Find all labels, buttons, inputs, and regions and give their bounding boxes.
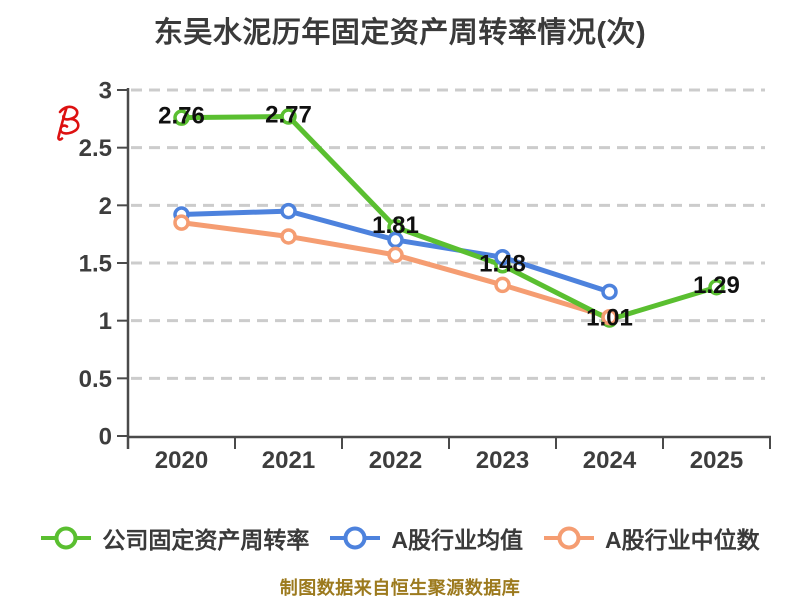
data-point-s2-2022: [387, 246, 404, 264]
x-tick-label: 2020: [155, 447, 208, 474]
data-point-s2-2023: [494, 276, 511, 294]
data-point-s2-2024: [601, 308, 618, 326]
data-label-2024: 1.01: [586, 305, 633, 332]
x-tick-label: 2022: [369, 447, 422, 474]
legend-label-industry-median: A股行业中位数: [605, 527, 760, 553]
data-label-2020: 2.76: [158, 103, 205, 130]
data-point-s1-2022: [387, 231, 404, 249]
data-label-2023: 1.48: [479, 250, 526, 277]
data-point-s0-2025: [708, 278, 725, 296]
legend-marker-industry-mean: [330, 526, 381, 550]
legend-label-company: 公司固定资产周转率: [102, 527, 310, 553]
data-point-s1-2023: [494, 248, 511, 266]
series-line-0: [179, 114, 719, 323]
legend-marker-industry-median: [544, 526, 594, 550]
data-label-2022: 1.81: [372, 212, 419, 239]
plot-area: 0 0.5 1 1.5 2 2.5 3 2020 2021 2022 2023 2024 2025 2.7…: [79, 78, 771, 474]
data-label-2021: 2.77: [265, 102, 312, 129]
data-source-note: 制图数据来自恒生聚源数据库: [279, 578, 521, 598]
x-tick-label: 2021: [262, 447, 315, 474]
data-label-2025: 1.29: [693, 272, 740, 299]
data-point-s0-2021: [280, 108, 297, 125]
legend-item-industry-median: A股行业中位数: [543, 521, 760, 555]
y-tick-label: 0.5: [79, 366, 112, 393]
legend-item-industry-mean: A股行业均值: [329, 521, 523, 555]
legend-label-industry-mean: A股行业均值: [391, 527, 523, 553]
data-point-s1-2021: [280, 202, 297, 220]
data-point-s1-2024: [601, 283, 618, 301]
y-tick-label: 2.5: [79, 135, 112, 162]
red-scribble-annotation: [57, 105, 80, 141]
x-tick-label: 2025: [690, 447, 743, 474]
chart-title: 东吴水泥历年固定资产周转率情况(次): [153, 17, 647, 49]
legend: 公司固定资产周转率 A股行业均值 A股行业中位数: [0, 520, 800, 556]
y-tick-label: 3: [99, 78, 112, 105]
data-point-s2-2020: [173, 214, 190, 231]
x-tick-label: 2023: [476, 447, 529, 474]
y-tick-label: 0: [99, 424, 112, 451]
y-tick-label: 1: [99, 308, 112, 335]
legend-item-company: 公司固定资产周转率: [40, 521, 309, 555]
x-tick-label: 2024: [583, 447, 637, 474]
data-point-s2-2021: [280, 228, 297, 245]
y-tick-label: 2: [99, 193, 112, 220]
y-tick-label: 1.5: [79, 251, 112, 278]
data-point-s0-2020: [173, 109, 190, 126]
legend-marker-company: [41, 526, 92, 550]
